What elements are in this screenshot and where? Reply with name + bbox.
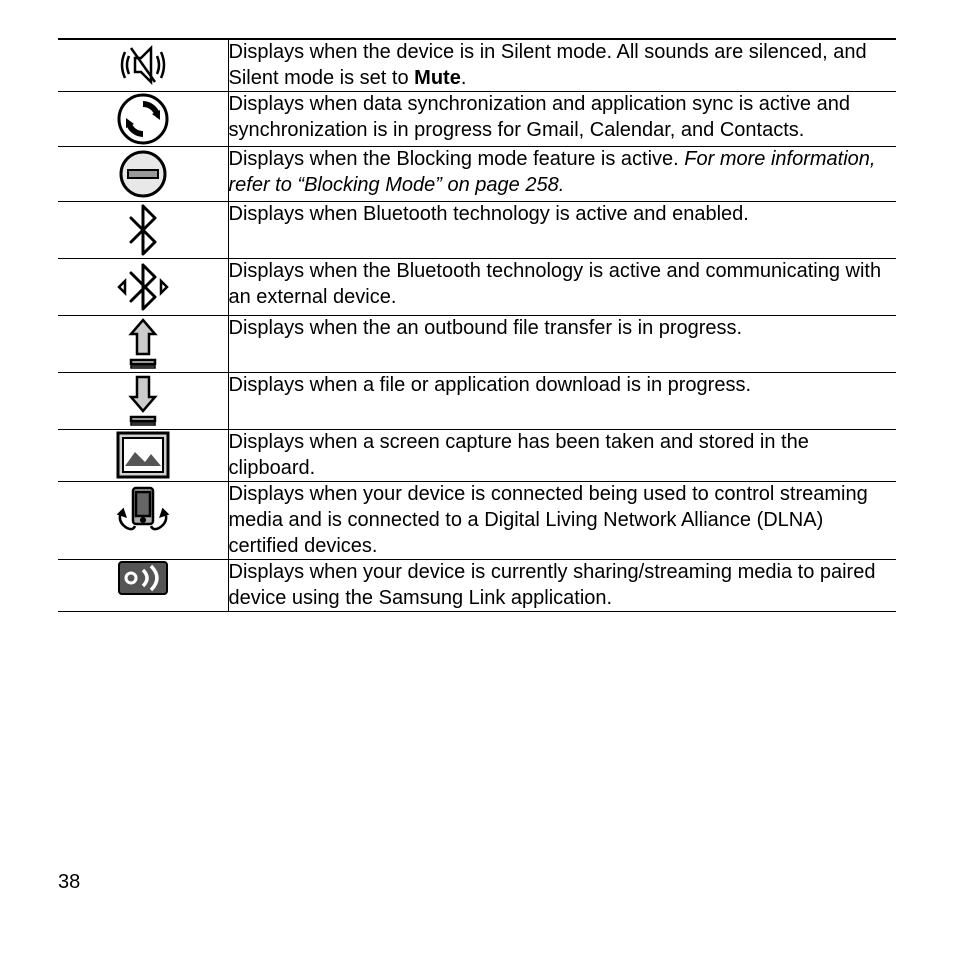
table-row: Displays when your device is currently s… [58,560,896,612]
upload-icon [123,316,163,372]
icon-cell [58,560,228,612]
icon-cell [58,259,228,316]
table-row: Displays when the an outbound file trans… [58,316,896,373]
table-row: Displays when Bluetooth technology is ac… [58,202,896,259]
description-cell: Displays when your device is currently s… [228,560,896,612]
table-row: Displays when the Bluetooth technology i… [58,259,896,316]
icon-cell [58,39,228,92]
description-text: Displays when data synchronization and a… [229,93,850,141]
icon-cell [58,316,228,373]
description-text: Displays when a screen capture has been … [229,431,809,479]
description-cell: Displays when data synchronization and a… [228,92,896,147]
icon-cell [58,92,228,147]
description-cell: Displays when a screen capture has been … [228,430,896,482]
download-icon [123,373,163,429]
table-row: Displays when data synchronization and a… [58,92,896,147]
description-text: Displays when your device is currently s… [229,561,876,609]
description-tail: . [461,67,467,89]
silent-mute-icon [113,40,173,90]
description-cell: Displays when the device is in Silent mo… [228,39,896,92]
page-number: 38 [58,871,80,894]
icon-description-table: Displays when the device is in Silent mo… [58,38,896,612]
icon-cell [58,147,228,202]
bluetooth-connected-icon [115,259,171,315]
description-cell: Displays when your device is connected b… [228,482,896,560]
description-text: Displays when Bluetooth technology is ac… [229,203,749,225]
icon-cell [58,373,228,430]
description-text: Displays when the an outbound file trans… [229,317,743,339]
icon-cell [58,202,228,259]
page: Displays when the device is in Silent mo… [0,0,954,954]
description-text: Displays when the device is in Silent mo… [229,41,867,89]
table-row: Displays when the Blocking mode feature … [58,147,896,202]
samsung-link-icon [117,560,169,596]
blocking-mode-icon [116,147,170,201]
description-text: Displays when your device is connected b… [229,483,868,556]
description-bold: Mute [414,67,461,89]
table-row: Displays when a file or application down… [58,373,896,430]
table-row: Displays when a screen capture has been … [58,430,896,482]
description-text: Displays when a file or application down… [229,374,752,396]
icon-cell [58,482,228,560]
table-row: Displays when the device is in Silent mo… [58,39,896,92]
table-row: Displays when your device is connected b… [58,482,896,560]
description-text: Displays when the Blocking mode feature … [229,148,685,170]
dlna-icon [115,482,171,534]
description-cell: Displays when the Bluetooth technology i… [228,259,896,316]
description-cell: Displays when a file or application down… [228,373,896,430]
screenshot-icon [115,430,171,480]
description-text: Displays when the Bluetooth technology i… [229,260,882,308]
description-cell: Displays when the Blocking mode feature … [228,147,896,202]
bluetooth-icon [125,202,161,258]
description-cell: Displays when the an outbound file trans… [228,316,896,373]
sync-icon [116,92,170,146]
icon-cell [58,430,228,482]
description-cell: Displays when Bluetooth technology is ac… [228,202,896,259]
